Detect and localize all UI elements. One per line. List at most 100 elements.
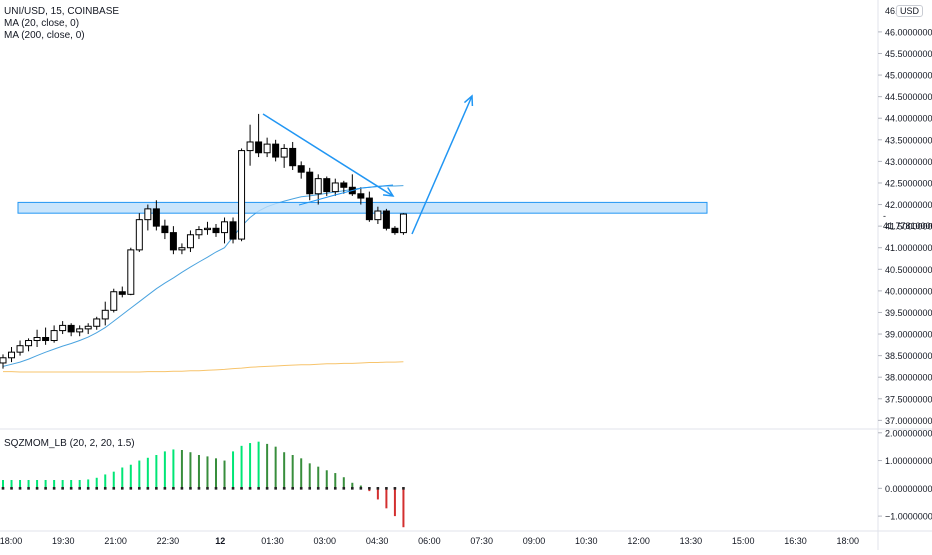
price-tick-label: 45.50000000 <box>885 49 932 59</box>
candle <box>382 208 390 231</box>
squeeze-dot <box>291 487 294 490</box>
squeeze-dot <box>86 487 90 490</box>
candle <box>340 180 348 194</box>
candle <box>374 206 382 224</box>
candle-body-up <box>186 234 194 249</box>
currency-badge[interactable]: USD <box>896 5 924 17</box>
candle <box>399 213 407 235</box>
squeeze-dot <box>214 487 218 490</box>
candle-body-up <box>135 219 143 251</box>
squeeze-dot <box>316 487 320 490</box>
time-tick-label: 21:00 <box>104 536 127 546</box>
time-tick-label: 09:00 <box>523 536 546 546</box>
candle-body-up <box>203 227 211 231</box>
time-tick-label: 16:30 <box>784 536 807 546</box>
candle <box>280 144 288 168</box>
squeeze-dot <box>18 487 22 490</box>
candle-body-up <box>127 249 135 295</box>
candle-body-up <box>110 291 118 311</box>
candle <box>152 200 160 231</box>
price-tick-label: 40.00000000 <box>885 286 932 296</box>
indicator-legend: SQZMOM_LB (20, 2, 20, 1.5) <box>4 438 135 449</box>
time-tick-label: 06:00 <box>418 536 441 546</box>
squeeze-dot <box>359 487 363 490</box>
candle-body-up <box>76 328 84 333</box>
candle-body-down <box>306 171 314 195</box>
candle-body-up <box>8 351 16 359</box>
squeeze-dot <box>402 487 405 490</box>
squeeze-dot <box>10 487 13 490</box>
candle-body-down <box>357 193 365 199</box>
squeeze-dot <box>368 487 371 490</box>
candle-body-down <box>152 208 160 227</box>
candle <box>331 178 339 196</box>
candle <box>348 174 356 196</box>
candle <box>50 325 58 343</box>
price-tick-label: 37.50000000 <box>885 394 932 404</box>
squeeze-dot <box>180 487 184 490</box>
ma200-legend: MA (200, close, 0) <box>4 30 85 41</box>
candle-body-down <box>169 232 177 251</box>
price-tick-label: 42.00000000 <box>885 200 932 210</box>
ma20-legend: MA (20, close, 0) <box>4 18 80 29</box>
squeeze-dot <box>333 487 337 490</box>
squeeze-dot <box>163 487 167 490</box>
time-tick-label: 18:00 <box>0 536 22 546</box>
squeeze-dot <box>129 487 133 490</box>
time-tick-label: 12:00 <box>627 536 650 546</box>
candle <box>135 213 143 253</box>
candle-body-down <box>42 336 50 342</box>
candle <box>203 221 211 235</box>
candle <box>42 327 50 345</box>
candle-body-down <box>212 227 220 234</box>
candle <box>110 288 118 313</box>
downtrend-arrow-line <box>262 113 394 197</box>
candle <box>306 167 314 201</box>
resistance-zone <box>17 201 708 214</box>
candle-body-up <box>50 330 58 342</box>
squeeze-dot <box>248 487 252 490</box>
candle <box>101 301 109 326</box>
last-price-value: 41.77810000 <box>883 221 932 231</box>
candle-body-up <box>101 309 109 320</box>
symbol-legend: UNI/USD, 15, COINBASE <box>4 6 120 17</box>
squeeze-dot <box>146 487 150 490</box>
candle <box>221 217 229 244</box>
candle <box>357 187 365 205</box>
squeeze-dot <box>325 487 329 490</box>
squeeze-dot <box>52 487 56 490</box>
candle-body-up <box>0 357 7 364</box>
candle-body-up <box>399 213 407 234</box>
candle-body-up <box>144 208 152 221</box>
candle <box>229 217 237 244</box>
candle <box>33 329 41 347</box>
candle-body-down <box>289 147 297 167</box>
candle <box>16 340 24 356</box>
time-tick-label: 03:00 <box>314 536 337 546</box>
price-tick-label: 45.00000000 <box>885 71 932 81</box>
candle-body-down <box>272 143 280 158</box>
candle-body-up <box>195 229 203 236</box>
price-tick-label-top: 46.5 <box>885 6 903 16</box>
candle <box>272 139 280 162</box>
candle <box>323 176 331 196</box>
price-tick-label: 40.50000000 <box>885 265 932 275</box>
squeeze-dot <box>240 487 243 490</box>
candle-body-up <box>59 324 67 332</box>
price-tick-label: 42.50000000 <box>885 178 932 188</box>
price-tick-label: 43.00000000 <box>885 157 932 167</box>
uptrend-arrow-head <box>463 94 474 107</box>
candle <box>297 161 305 179</box>
price-tick-label: 46.00000000 <box>885 27 932 37</box>
price-tick-label: 43.50000000 <box>885 135 932 145</box>
price-tick-label: 39.50000000 <box>885 308 932 318</box>
squeeze-dot <box>265 487 269 490</box>
candle-body-up <box>263 143 271 154</box>
candle <box>195 226 203 240</box>
candle <box>0 354 7 369</box>
candle-body-down <box>340 182 348 188</box>
candle <box>161 219 169 240</box>
candle-body-up <box>331 182 339 193</box>
